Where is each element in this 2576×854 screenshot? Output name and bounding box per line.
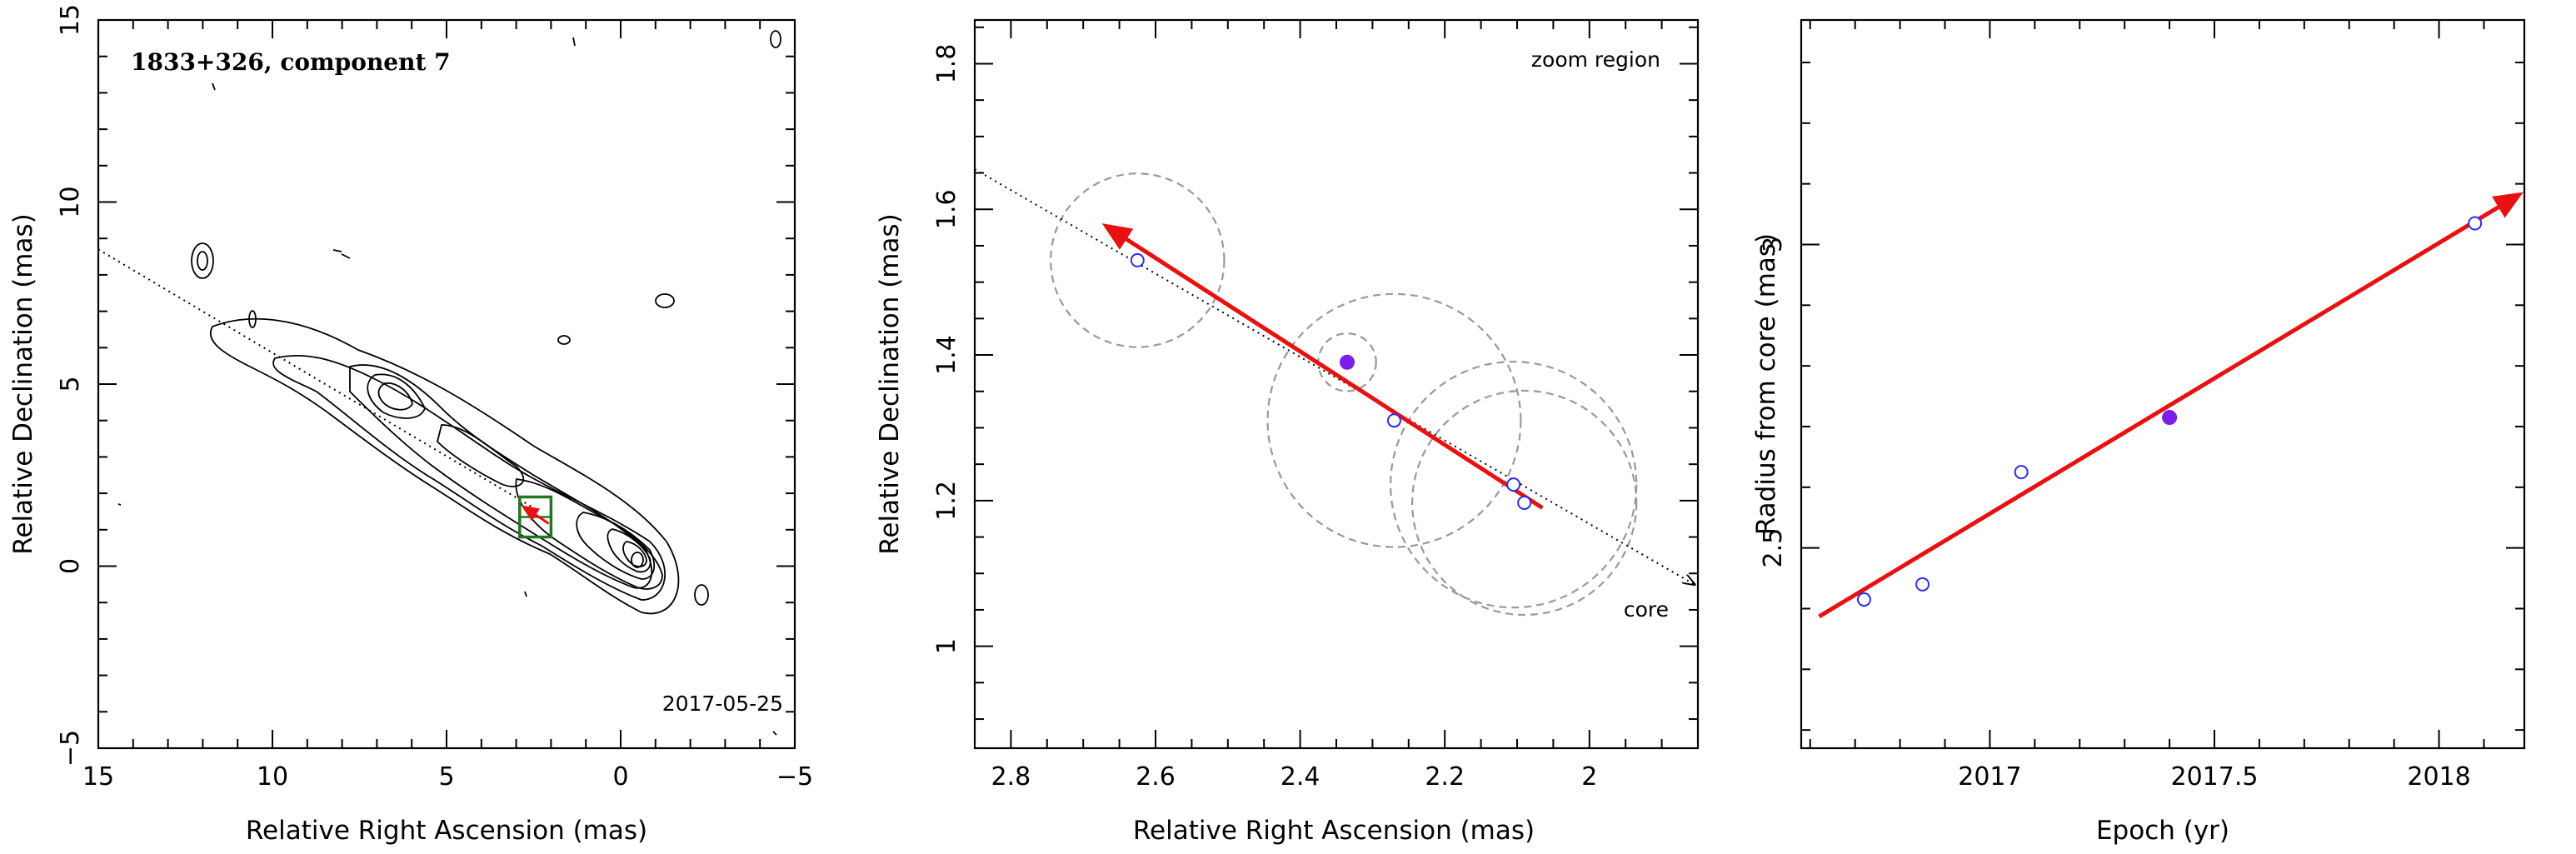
core-label: core: [1624, 597, 1669, 622]
zoom-component-circles: [1050, 172, 1638, 617]
map-jet-ridge-line: [97, 248, 535, 509]
island-contour: [655, 293, 675, 308]
radius-ticks: 2017 2017.5 2018 2.5 3: [1759, 20, 2524, 792]
map-xlabel: Relative Right Ascension (mas): [246, 816, 647, 846]
zoom-region-label: zoom region: [1531, 47, 1660, 72]
map-y-tick-label: −5: [56, 730, 85, 767]
zoom-velocity-arrow: [1101, 223, 1544, 510]
zoom-y-tick-label: 1.2: [932, 481, 961, 521]
contour-level-3: [349, 364, 653, 589]
map-ticks: 15 10 5 0 −5 −5 0 5 10 15: [56, 4, 813, 792]
map-x-tick-label: 15: [82, 762, 114, 792]
contour-level-1: [210, 317, 680, 615]
zoom-x-tick-label: 2: [1581, 762, 1597, 792]
map-date: 2017-05-25: [662, 692, 783, 716]
map-y-tick-label: 10: [56, 186, 85, 217]
island-contour: [557, 335, 571, 345]
map-x-tick-label: 0: [612, 762, 628, 792]
zoom-y-tick-label: 1.6: [932, 189, 961, 229]
contour-level-4: [367, 373, 426, 419]
radius-points: [1856, 216, 2483, 607]
component-size-circle: [1266, 292, 1522, 548]
island-contour: [197, 251, 208, 271]
radius-panel: 2017 2017.5 2018 2.5 3 Epoch (yr) Radius fro…: [1751, 18, 2526, 846]
zoom-x-tick-label: 2.8: [991, 762, 1031, 792]
radius-point: [1915, 577, 1930, 592]
zoom-ticks: 2.8 2.6 2.4 2.2 2 1 1.2 1.4 1.6 1.8: [932, 20, 1699, 792]
contour-level-8: [576, 512, 656, 580]
radius-fit-arrow: [1818, 192, 2524, 619]
radius-ylabel: Radius from core (mas): [1751, 233, 1781, 535]
radius-y-tick-label: 2.5: [1759, 528, 1788, 568]
map-x-tick-label: 5: [438, 762, 454, 792]
radius-axes-frame: [1800, 18, 2526, 750]
contour-level-2: [272, 354, 666, 601]
contour-level-7: [515, 478, 663, 590]
map-ylabel: Relative Declination (mas): [8, 213, 38, 555]
zoom-panel: 2.8 2.6 2.4 2.2 2 1 1.2 1.4 1.6 1.8 zoom region c…: [875, 18, 1700, 846]
zoom-axes-frame: [973, 18, 1700, 750]
zoom-y-tick-label: 1.8: [932, 44, 961, 84]
radius-x-tick-label: 2017: [1958, 762, 2021, 792]
radius-point-filled: [2162, 410, 2178, 426]
zoom-y-tick-label: 1: [932, 638, 961, 654]
radius-point: [2468, 216, 2483, 231]
component-point-filled: [1340, 354, 1355, 370]
radius-point: [2014, 465, 2029, 480]
zoom-x-tick-label: 2.6: [1136, 762, 1176, 792]
map-x-tick-label: 10: [257, 762, 288, 792]
radius-y-tick-label: 3: [1759, 237, 1788, 252]
zoom-xlabel: Relative Right Ascension (mas): [1133, 816, 1535, 846]
zoom-x-tick-label: 2.2: [1425, 762, 1465, 792]
zoom-x-tick-label: 2.4: [1281, 762, 1320, 792]
component-size-circle: [1050, 172, 1226, 348]
zoom-y-tick-label: 1.4: [932, 335, 961, 375]
zoom-jet-ridge-line: [974, 168, 1695, 584]
island-contour: [191, 242, 214, 279]
zoom-component-points: [1130, 252, 1532, 510]
component-size-circle: [1390, 360, 1638, 609]
island-contour: [770, 30, 781, 48]
core-contour-inner: [631, 552, 644, 568]
island-contour: [332, 249, 351, 259]
radius-point: [1856, 592, 1871, 607]
component-point: [1517, 495, 1532, 510]
map-y-tick-label: 0: [56, 558, 85, 574]
map-y-tick-label: 15: [56, 4, 85, 36]
contour-level-9: [607, 528, 651, 573]
zoom-ylabel: Relative Declination (mas): [875, 213, 905, 555]
contour-level-6: [437, 424, 525, 487]
component-size-circle: [1411, 389, 1638, 617]
map-velocity-arrow: [521, 505, 550, 525]
map-panel: 15 10 5 0 −5 −5 0 5 10 15 1833+326, component 7 2…: [8, 4, 813, 846]
radius-x-tick-label: 2017.5: [2171, 762, 2259, 792]
island-contour: [248, 310, 257, 328]
map-contours: [117, 30, 781, 736]
contour-level-5: [377, 382, 413, 411]
radius-x-tick-label: 2018: [2407, 762, 2470, 792]
island-contour: [694, 584, 709, 606]
island-contour: [117, 37, 777, 736]
map-title: 1833+326, component 7: [131, 48, 451, 76]
component-point: [1130, 252, 1145, 267]
map-axes-frame: [97, 18, 796, 750]
radius-xlabel: Epoch (yr): [2096, 816, 2229, 846]
component-point: [1506, 477, 1521, 492]
map-y-tick-label: 5: [56, 376, 85, 392]
map-x-tick-label: −5: [776, 762, 813, 792]
component-point: [1386, 413, 1401, 428]
